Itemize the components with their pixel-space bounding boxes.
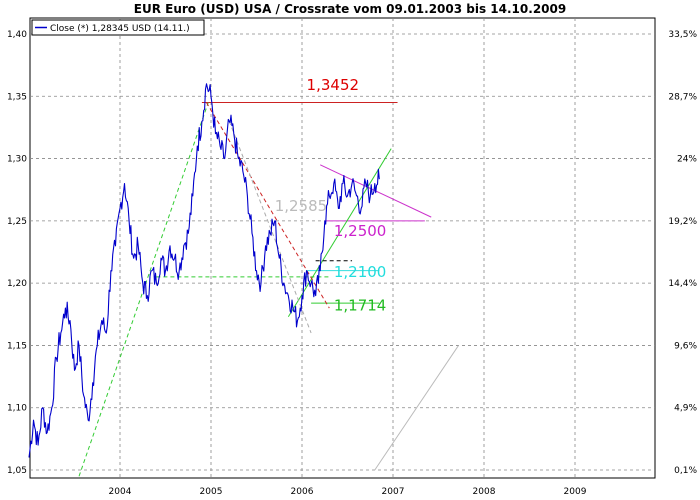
annotations: 1,3452 1,2585 1,2500 1,2100 1,1714 (275, 76, 387, 314)
y-right-tick: 28,7% (668, 92, 697, 102)
plot-area (29, 17, 656, 479)
legend: Close (*) 1,28345 USD (14.11.) (31, 19, 205, 36)
annotation-label: 1,1714 (334, 297, 387, 315)
y-right-tick: 14,4% (668, 279, 697, 289)
x-tick: 2007 (382, 487, 405, 497)
trend-line (206, 102, 330, 309)
y-left-tick: 1,40 (7, 30, 27, 40)
price-series (28, 83, 380, 458)
legend-label: Close (*) 1,28345 USD (14.11.) (50, 24, 190, 34)
y-left-tick: 1,30 (7, 155, 27, 165)
trend-line (228, 121, 312, 334)
y-left-tick: 1,25 (7, 217, 27, 227)
y-right-tick: 19,2% (668, 217, 697, 227)
y-left-tick: 1,05 (7, 466, 27, 476)
x-tick: 2009 (564, 487, 587, 497)
series-line (28, 83, 380, 458)
y-left-axis: 1,40 1,35 1,30 1,25 1,20 1,15 1,10 1,05 (7, 30, 27, 476)
x-axis: 2004 2005 2006 2007 2008 2009 (109, 487, 587, 497)
y-right-tick: 24% (677, 155, 697, 165)
x-tick: 2004 (109, 487, 132, 497)
y-right-tick: 0,1% (674, 466, 697, 476)
annotation-label: 1,2585 (275, 197, 328, 215)
y-left-tick: 1,15 (7, 341, 27, 351)
annotation-label: 1,2100 (334, 263, 387, 281)
trend-line (287, 148, 392, 318)
y-right-tick: 9,6% (674, 341, 697, 351)
y-left-tick: 1,35 (7, 92, 27, 102)
y-right-tick: 4,9% (674, 404, 697, 414)
legend-box (31, 19, 205, 36)
annotation-label: 1,2500 (334, 222, 387, 240)
y-left-tick: 1,10 (7, 404, 27, 414)
y-right-axis: 33,5% 28,7% 24% 19,2% 14,4% 9,6% 4,9% 0,1% (668, 30, 697, 476)
annotation-label: 1,3452 (307, 76, 360, 94)
trend-line (374, 345, 459, 471)
x-tick: 2008 (473, 487, 496, 497)
x-tick: 2005 (200, 487, 223, 497)
x-tick: 2006 (291, 487, 314, 497)
y-right-tick: 33,5% (668, 30, 697, 40)
y-left-tick: 1,20 (7, 279, 27, 289)
chart-title: EUR Euro (USD) USA / Crossrate vom 09.01… (134, 2, 566, 16)
